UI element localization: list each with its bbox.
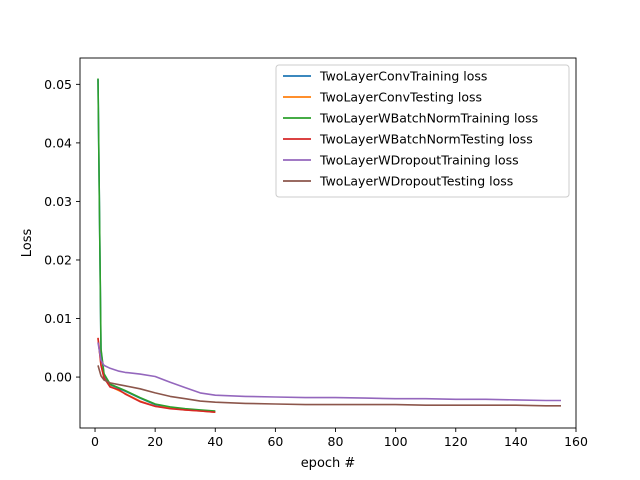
series-layer bbox=[97, 78, 561, 413]
x-tick-label-8: 160 bbox=[564, 434, 588, 449]
series-line-4 bbox=[97, 342, 561, 402]
legend: TwoLayerConvTraining loss TwoLayerConvTes… bbox=[275, 64, 570, 198]
legend-label-0: TwoLayerConvTraining loss bbox=[319, 69, 487, 84]
x-tick-label-0: 0 bbox=[91, 434, 99, 449]
legend-label-5: TwoLayerWDropoutTesting loss bbox=[319, 174, 513, 189]
x-tick-label-7: 140 bbox=[504, 434, 528, 449]
y-ticks: 0.00 0.01 0.02 0.03 0.04 0.05 bbox=[44, 77, 80, 385]
x-tick-label-1: 20 bbox=[147, 434, 163, 449]
x-tick-label-5: 100 bbox=[384, 434, 408, 449]
x-tick-label-3: 60 bbox=[267, 434, 283, 449]
x-tick-label-6: 120 bbox=[444, 434, 468, 449]
legend-label-1: TwoLayerConvTesting loss bbox=[319, 90, 482, 105]
y-tick-label-3: 0.03 bbox=[44, 194, 72, 209]
y-tick-label-5: 0.05 bbox=[44, 77, 72, 92]
y-tick-label-0: 0.00 bbox=[44, 370, 72, 385]
x-ticks: 0 20 40 60 80 100 120 140 160 bbox=[91, 428, 588, 449]
legend-label-2: TwoLayerWBatchNormTraining loss bbox=[319, 111, 538, 126]
y-tick-label-4: 0.04 bbox=[44, 135, 72, 150]
plot-frame bbox=[79, 57, 577, 429]
y-tick-label-2: 0.02 bbox=[44, 252, 72, 267]
series-line-2 bbox=[97, 78, 216, 412]
x-axis-label: epoch # bbox=[301, 456, 356, 471]
legend-label-3: TwoLayerWBatchNormTesting loss bbox=[319, 132, 533, 147]
x-tick-label-2: 40 bbox=[207, 434, 223, 449]
legend-label-4: TwoLayerWDropoutTraining loss bbox=[319, 153, 519, 168]
series-line-5 bbox=[97, 365, 561, 407]
legend-box bbox=[275, 64, 570, 198]
series-line-3 bbox=[97, 337, 216, 413]
x-tick-label-4: 80 bbox=[328, 434, 344, 449]
y-axis-label: Loss bbox=[20, 229, 35, 258]
y-tick-label-1: 0.01 bbox=[44, 311, 72, 326]
